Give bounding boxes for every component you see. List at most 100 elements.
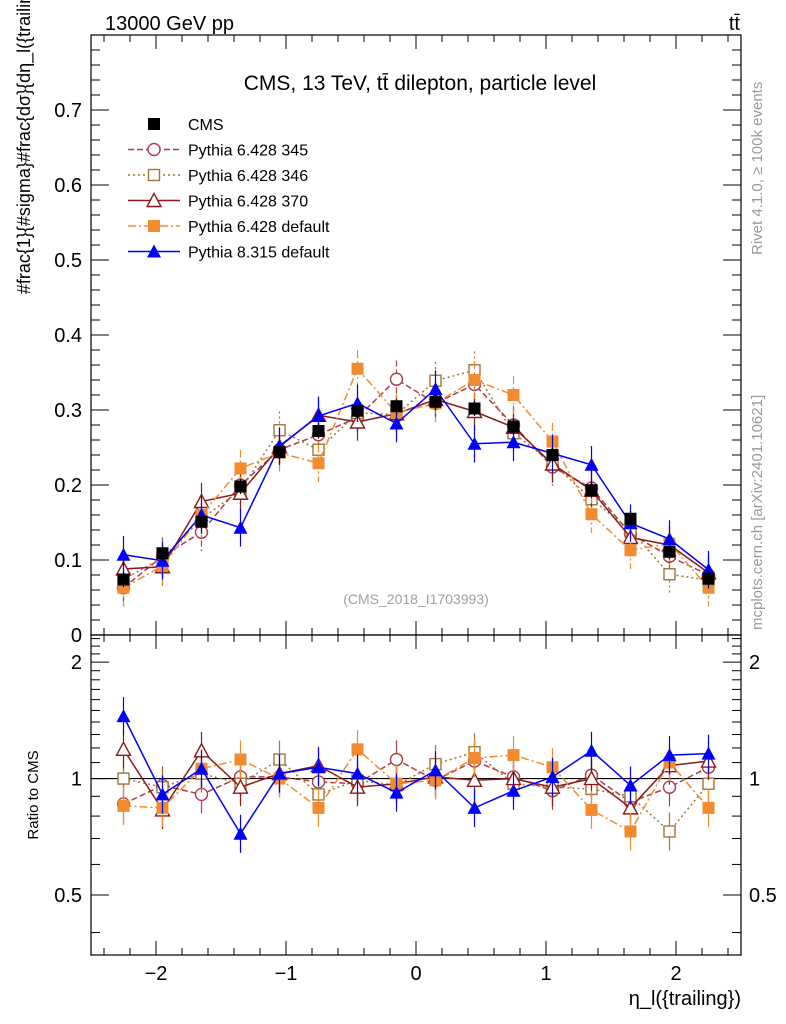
legend-label: Pythia 6.428 default [188,219,330,236]
series-pythia-6-428-default [117,350,715,607]
ratio-data-layer [91,697,741,853]
ratio-point [584,743,599,757]
x-tick-label: 2 [670,963,681,985]
data-point [467,436,482,450]
ratio-point [624,825,637,838]
y-tick-label-right: 1 [749,769,760,791]
y-tick-label: 0.5 [54,250,82,272]
ratio-panel-ticks [91,635,741,955]
data-point [390,400,403,413]
series-pythia-6-428-370 [115,380,717,592]
ratio-series-pythia-8-315-default [116,697,716,853]
ratio-point [350,766,365,780]
data-point [234,462,247,475]
ratio-point [232,778,249,794]
x-axis-label: η_l({trailing}) [629,988,741,1010]
series-line [123,398,709,574]
data-point [585,508,598,521]
legend-marker [147,142,161,157]
ratio-point [389,785,404,799]
y-tick-label-right: 2 [749,652,760,674]
series-line [123,369,709,581]
data-point [702,572,715,585]
ratio-y-axis-label: Ratio to CMS [25,750,42,839]
x-tick-label: −1 [275,963,298,985]
data-point [662,532,677,545]
ratio-line [122,748,709,812]
data-point [389,372,404,386]
ratio-point [468,752,481,765]
legend-marker [145,192,163,208]
data-point [233,520,248,534]
mcplots-label: mcplots.cern.ch [arXiv:2401.10621] [749,395,766,630]
data-point [156,547,169,560]
y-tick-label-right: 0.5 [749,885,777,907]
legend-label: Pythia 6.428 370 [188,194,308,211]
y-tick-label: 0.3 [54,400,82,422]
data-point [116,547,131,561]
data-point [624,544,637,557]
ratio-point [466,771,483,787]
ratio-point [351,743,364,756]
data-point [663,568,676,581]
ratio-line [123,751,710,833]
data-point [117,573,130,586]
ratio-point [115,740,132,757]
legend-label: Pythia 8.315 default [188,245,330,262]
series-line [123,387,709,571]
main-y-axis-label: #frac{1}{#sigma}#frac{dσ}{dη_l({trailing… [14,0,35,294]
data-point [663,545,676,558]
y-tick-label: 0.4 [54,325,82,347]
ratio-point [663,825,676,838]
header-right-label: tt̄ [729,13,741,35]
ratio-point [194,761,209,775]
ratio-point [507,749,520,762]
data-point [312,425,325,437]
ratio-point [311,760,326,774]
data-point [701,562,716,576]
ratio-point [702,801,715,814]
data-point [468,402,481,415]
data-point [468,374,481,386]
ratio-point [701,746,716,760]
data-point [546,449,559,461]
y-tick-label: 1 [71,769,82,791]
data-point [584,457,599,471]
ratio-point [506,783,521,797]
header-left-label: 13000 GeV pp [105,13,234,35]
ratio-point [585,803,598,816]
ratio-point [117,772,130,785]
y-tick-label: 0.5 [54,885,82,907]
data-point [351,362,364,375]
ratio-point [312,801,325,814]
ratio-point [662,748,677,762]
data-point [507,420,520,433]
rivet-version-label: Rivet 4.1.0, ≥ 100k events [749,82,766,255]
series-pythia-6-428-346 [117,351,715,599]
ratio-point [545,769,560,783]
x-tick-label: 1 [540,963,551,985]
ratio-point [117,799,130,812]
legend-marker [148,118,160,130]
legend-marker [148,220,160,232]
y-tick-label: 0.1 [54,550,82,572]
data-point [195,515,208,528]
main-y-tick-labels: 0 0.1 0.2 0.3 0.4 0.5 0.6 0.7 [54,100,82,647]
data-point [312,457,325,470]
ratio-point [155,787,170,801]
ratio-point [428,763,443,777]
y-tick-label: 0.6 [54,175,82,197]
data-point [311,409,326,422]
data-point [585,484,598,497]
data-point [389,416,404,430]
y-tick-label: 2 [71,652,82,674]
legend-label: CMS [188,117,224,134]
x-tick-labels: −2 −1 0 1 2 [145,963,682,985]
main-plot-title: CMS, 13 TeV, tt̄ dilepton, particle leve… [244,72,597,95]
data-point [428,382,443,395]
series-cms [117,394,715,587]
ratio-point [623,778,638,792]
x-tick-label: −2 [145,963,168,985]
data-point [351,404,364,417]
